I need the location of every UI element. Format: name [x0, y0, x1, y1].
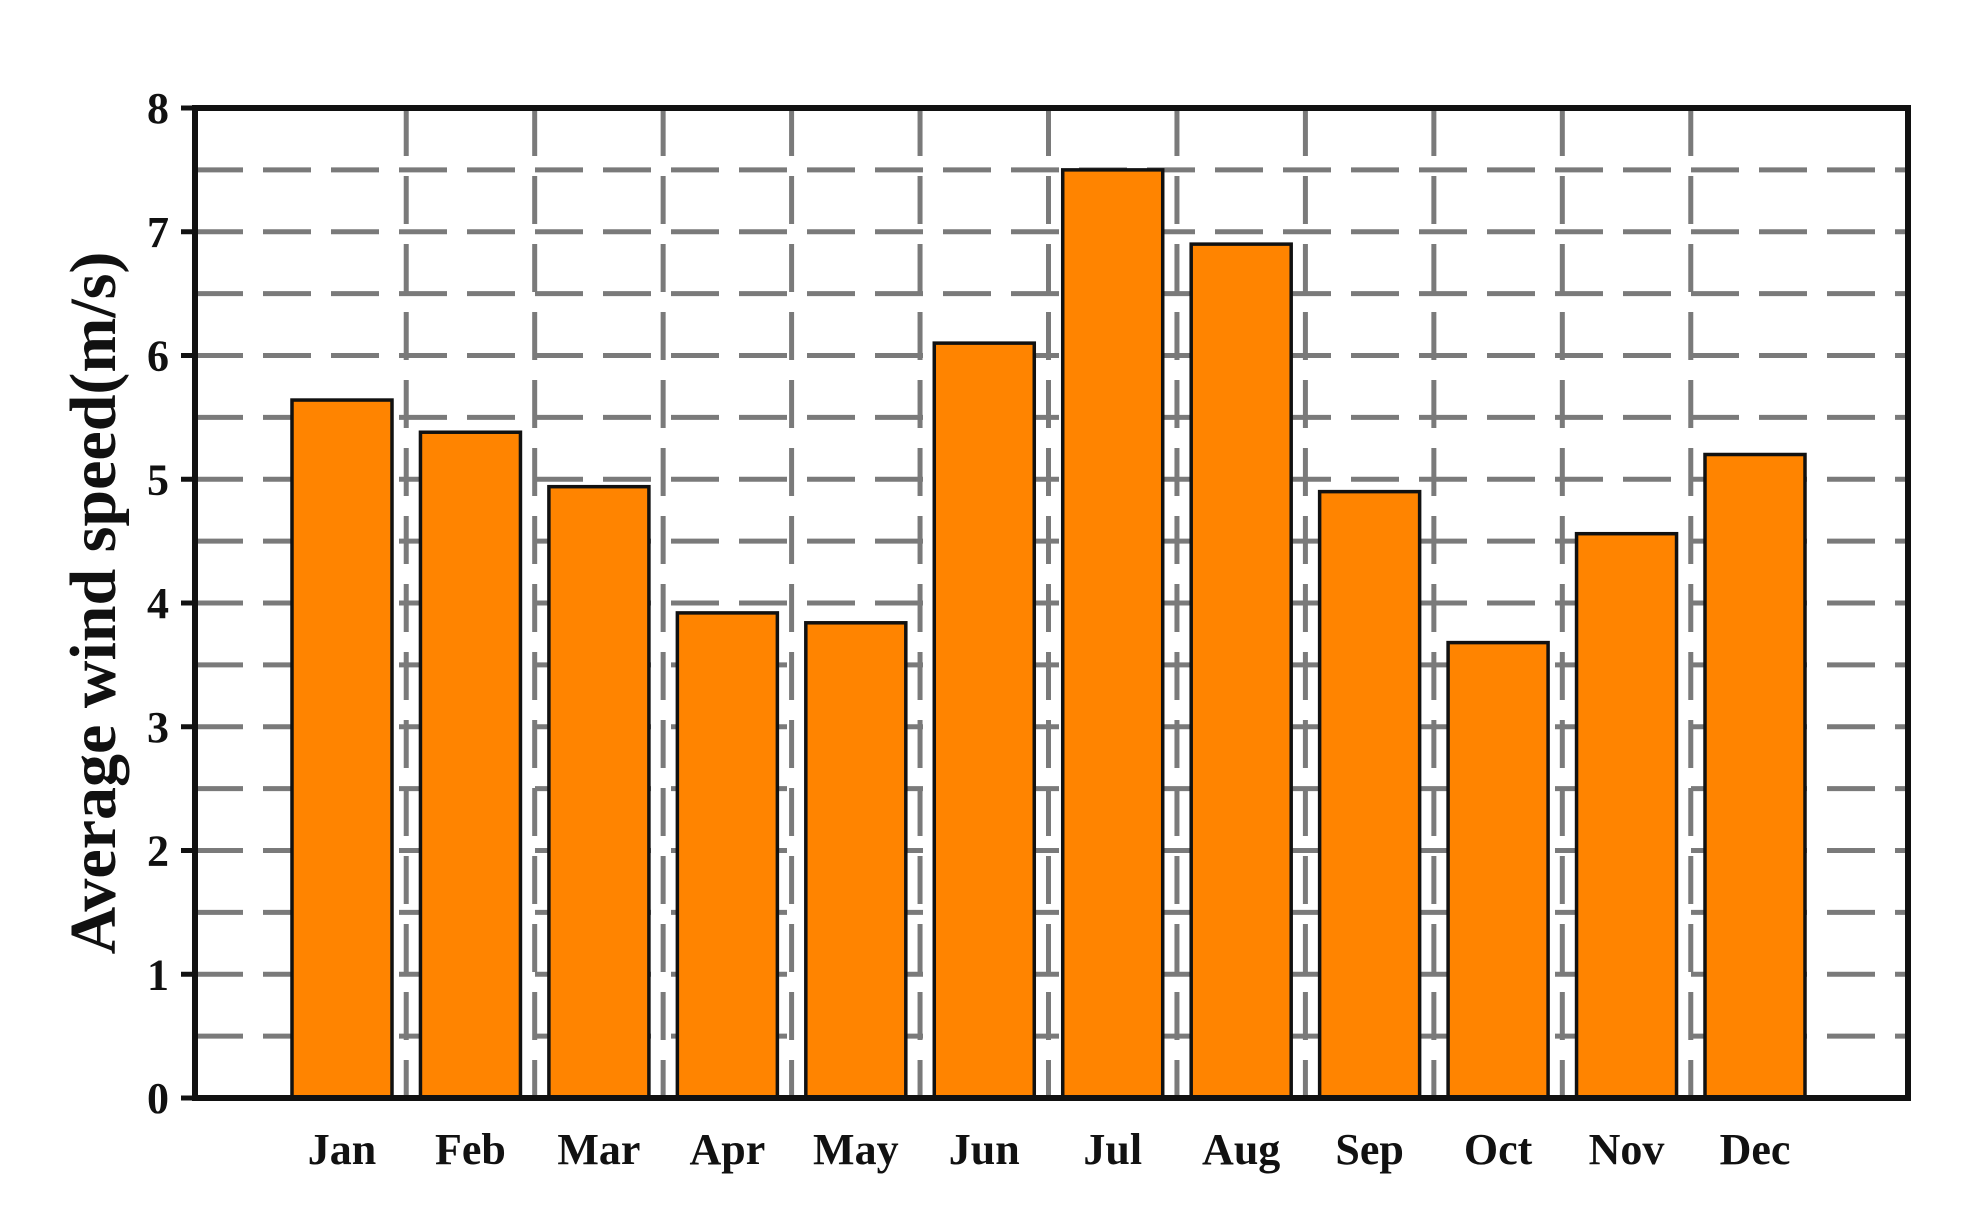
bar-jan	[290, 398, 394, 1100]
bar-jun	[932, 341, 1037, 1100]
x-tick-label-nov: Nov	[1589, 1125, 1665, 1174]
bar-apr	[675, 611, 780, 1100]
x-tick-label-jun: Jun	[949, 1125, 1020, 1174]
y-axis-title: Average wind speed(m/s)	[57, 252, 130, 955]
bar-sep	[1317, 489, 1422, 1100]
bar-may	[804, 621, 908, 1100]
y-tick-label: 6	[147, 332, 169, 381]
bar-feb	[418, 430, 523, 1100]
bar-mar	[547, 484, 651, 1100]
y-tick-label: 2	[147, 827, 169, 876]
y-tick-label: 0	[147, 1074, 169, 1123]
bar-oct	[1446, 640, 1550, 1100]
bar-jul	[1060, 168, 1165, 1100]
bar-nov	[1574, 531, 1679, 1100]
bar-aug	[1189, 242, 1293, 1100]
y-tick-label: 5	[147, 455, 169, 504]
x-tick-label-oct: Oct	[1464, 1125, 1533, 1174]
x-tick-label-may: May	[813, 1125, 899, 1174]
x-tick-label-jan: Jan	[308, 1125, 376, 1174]
y-tick-label: 3	[147, 703, 169, 752]
x-tick-label-sep: Sep	[1335, 1125, 1403, 1174]
x-tick-label-dec: Dec	[1720, 1125, 1791, 1174]
x-tick-label-feb: Feb	[435, 1125, 506, 1174]
bar-dec	[1703, 452, 1807, 1100]
x-tick-label-jul: Jul	[1083, 1125, 1142, 1174]
y-tick-label: 8	[147, 84, 169, 133]
x-axis: Jan Feb Mar Apr May Jun Jul Aug Sep Oct Nov Dec	[308, 1125, 1791, 1174]
y-tick-label: 4	[147, 579, 169, 628]
y-axis: 0 1 2 3 4 5 6 7 8	[147, 84, 195, 1123]
y-tick-label: 7	[147, 208, 169, 257]
bar-layer	[290, 168, 1807, 1100]
x-tick-label-mar: Mar	[557, 1125, 640, 1174]
y-tick-label: 1	[147, 950, 169, 999]
x-tick-label-aug: Aug	[1202, 1125, 1280, 1174]
x-tick-label-apr: Apr	[689, 1125, 765, 1174]
